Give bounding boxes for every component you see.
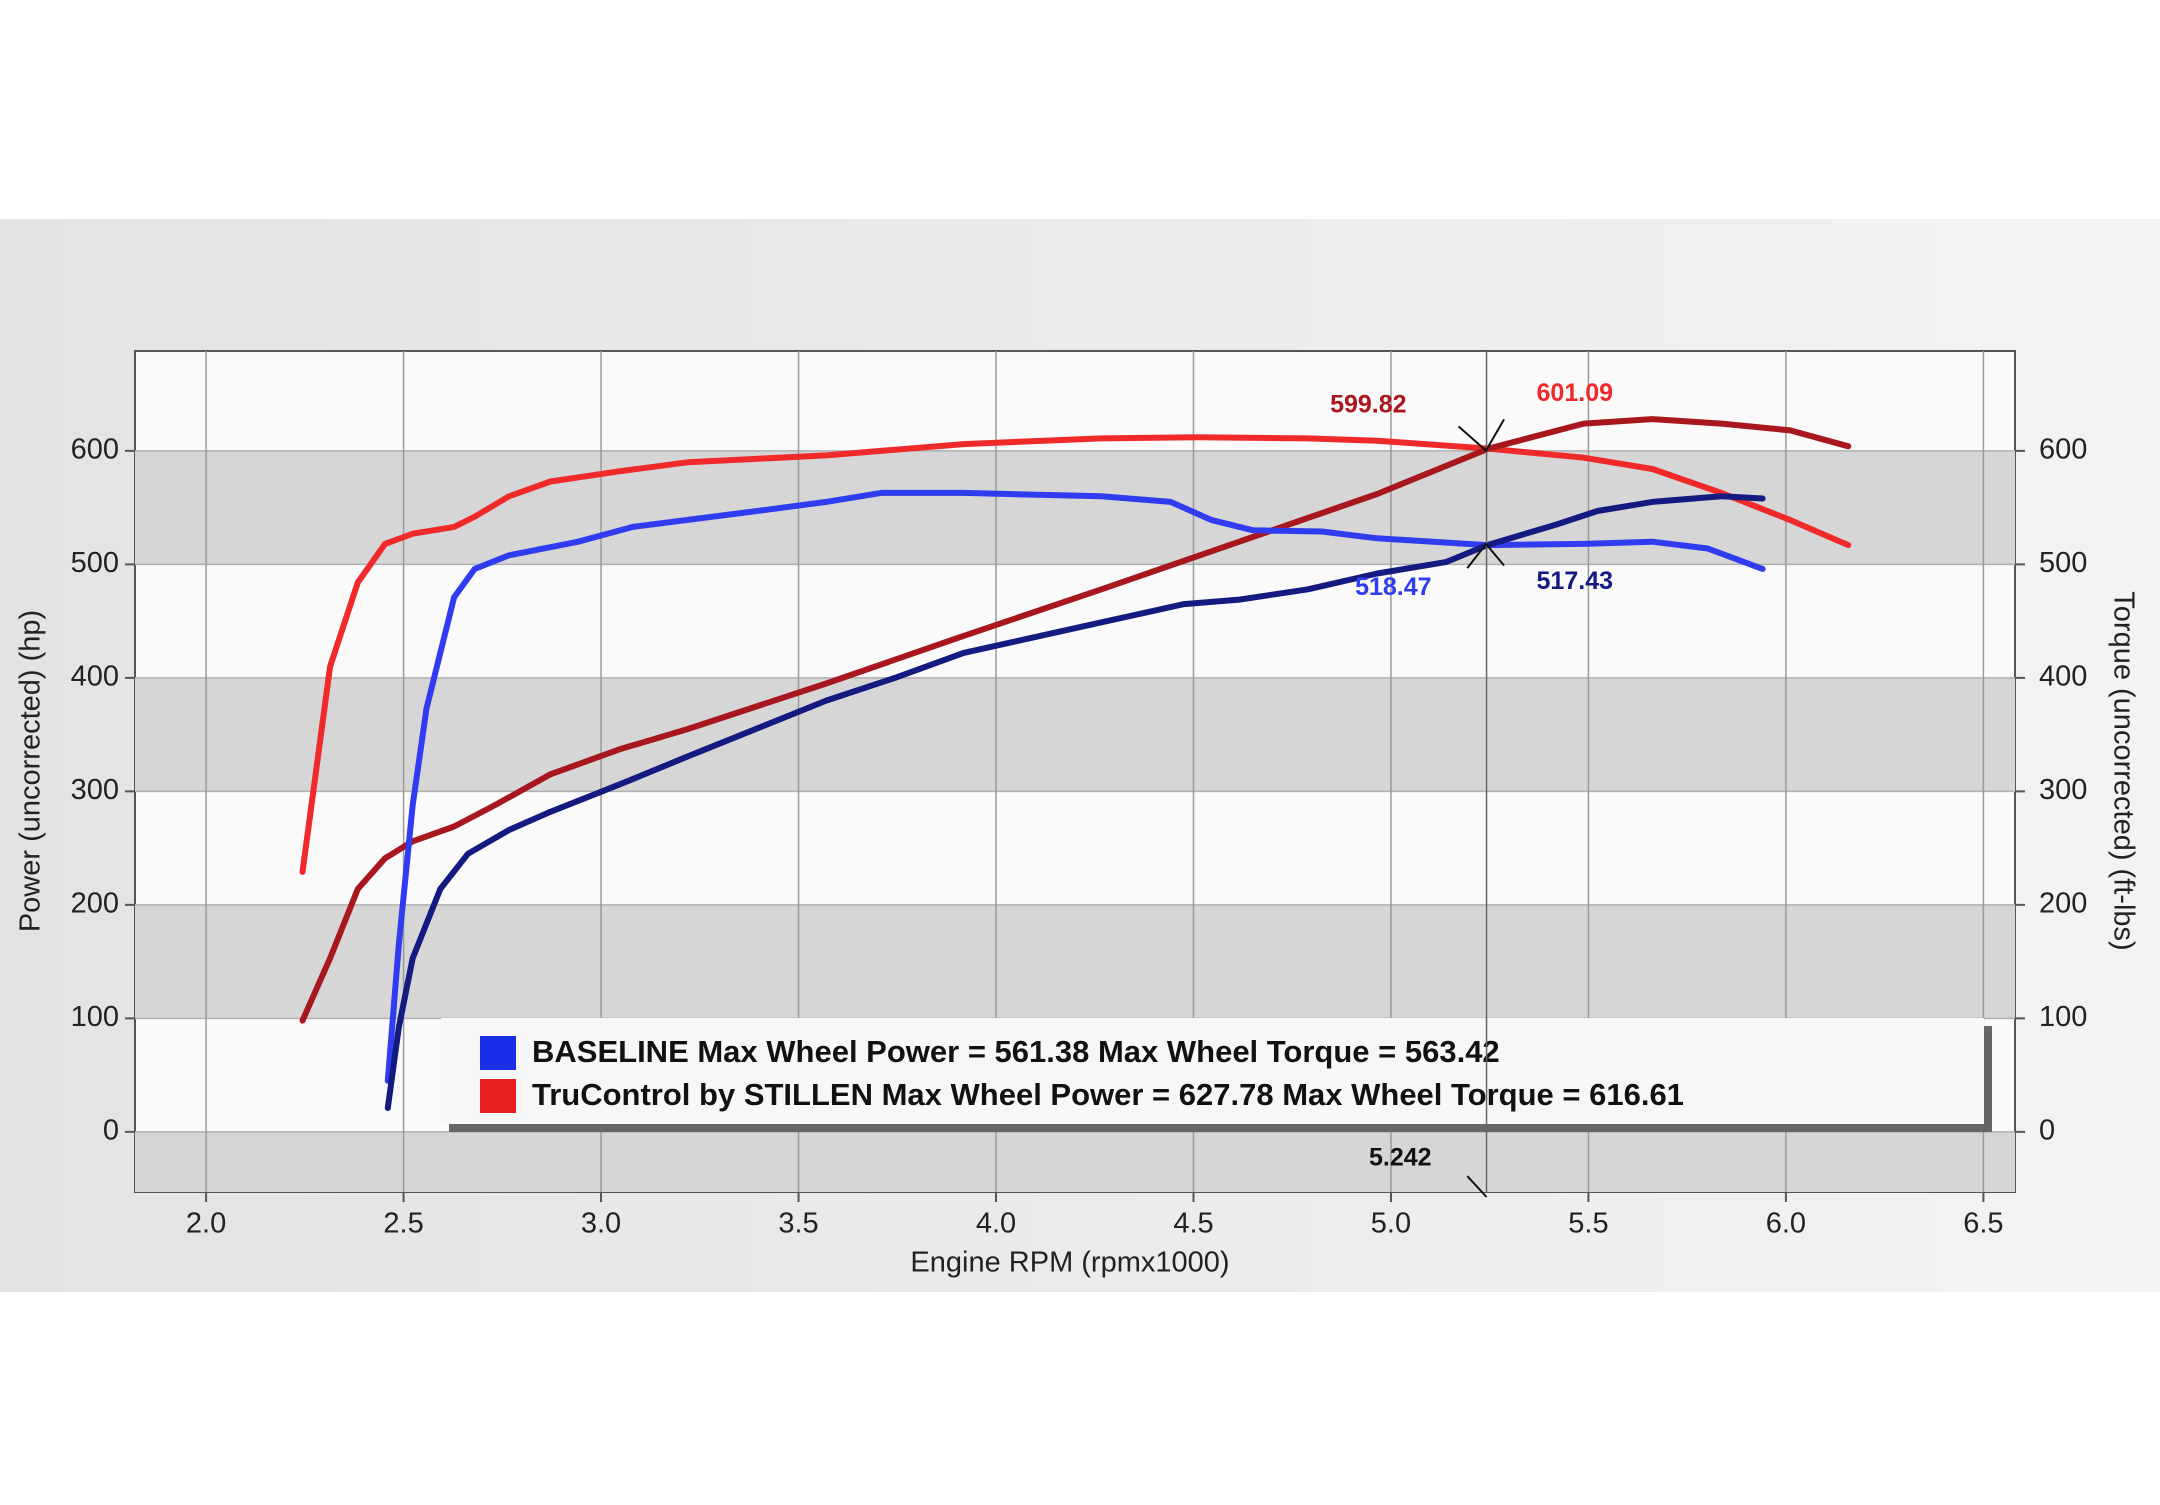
y2-tick-label: 500 (2039, 547, 2087, 579)
legend-swatch (480, 1079, 516, 1113)
x-tick-label: 2.0 (186, 1208, 226, 1240)
y2-tick-label: 600 (2039, 434, 2087, 466)
y-tick-label: 200 (71, 888, 119, 920)
annotation-arrow (1466, 1175, 1488, 1198)
x-tick-label: 5.5 (1568, 1208, 1608, 1240)
x-tick-label: 6.0 (1766, 1208, 1806, 1240)
legend-swatch (480, 1036, 516, 1070)
y-axis-label: Power (uncorrected) (hp) (15, 610, 47, 932)
series-line (384, 493, 1766, 1111)
plot-band (135, 1131, 2015, 1192)
annotation-arrow (1485, 418, 1505, 451)
annotation-arrow (1485, 543, 1505, 567)
y2-tick-label: 400 (2039, 661, 2087, 693)
annotation-label: 599.82 (1330, 391, 1406, 419)
legend-label: TruControl by STILLEN Max Wheel Power = … (532, 1077, 1684, 1112)
annotation-label: 601.09 (1537, 379, 1613, 407)
plot-band (135, 450, 2015, 565)
y-tick-label: 600 (71, 434, 119, 466)
x-tick-label: 2.5 (383, 1208, 423, 1240)
annotation-label: 5.242 (1369, 1144, 1432, 1172)
annotation-arrow (1466, 542, 1488, 569)
x-tick-label: 3.5 (778, 1208, 818, 1240)
y2-axis-label: Torque (uncorrected) (ft-lbs) (2107, 591, 2139, 950)
legend-label: BASELINE Max Wheel Power = 561.38 Max Wh… (532, 1034, 1500, 1069)
x-tick-label: 5.0 (1371, 1208, 1411, 1240)
y2-tick-label: 100 (2039, 1001, 2087, 1033)
y-tick-label: 0 (103, 1115, 119, 1147)
y2-tick-label: 200 (2039, 888, 2087, 920)
legend-box (441, 1018, 1984, 1124)
y-tick-label: 300 (71, 774, 119, 806)
x-tick-label: 6.5 (1963, 1208, 2003, 1240)
annotation-label: 517.43 (1537, 567, 1613, 595)
x-tick-label: 3.0 (581, 1208, 621, 1240)
x-tick-label: 4.5 (1173, 1208, 1213, 1240)
series-line (299, 416, 1852, 1024)
x-axis-label: Engine RPM (rpmx1000) (910, 1247, 1229, 1279)
plot-band (135, 677, 2015, 792)
y2-tick-label: 300 (2039, 774, 2087, 806)
y-tick-label: 400 (71, 661, 119, 693)
y-tick-label: 100 (71, 1001, 119, 1033)
plot-band (135, 904, 2015, 1019)
annotation-label: 518.47 (1355, 573, 1431, 601)
series-line (299, 434, 1852, 875)
x-tick-label: 4.0 (976, 1208, 1016, 1240)
y2-tick-label: 0 (2039, 1115, 2055, 1147)
annotation-arrow (1457, 425, 1488, 452)
y-tick-label: 500 (71, 547, 119, 579)
